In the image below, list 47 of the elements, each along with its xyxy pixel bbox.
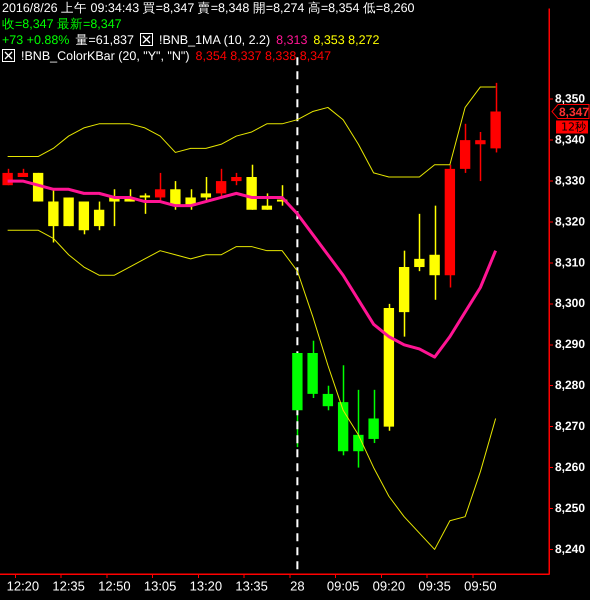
y-tick-label: 8,280 [555, 378, 586, 392]
annotation: 2016/8/26 上午 09:34:43 買=8,347 賣=8,348 開=8,274 高=8,354 低=8,260 [2, 1, 414, 15]
annotation: +73 +0.88% [2, 33, 70, 47]
y-tick-label: 8,260 [555, 460, 586, 474]
x-tick-label: 09:35 [418, 578, 451, 594]
candlestick [475, 131, 486, 182]
x-tick-label: 09:20 [372, 578, 406, 594]
annotation: 8,353 8,272 [313, 33, 380, 47]
x-tick-label: 09:05 [326, 578, 360, 594]
candlestick [368, 389, 379, 444]
candlestick [200, 176, 212, 202]
annotation: !BNB_ColorKBar (20, "Y", "N") [21, 49, 190, 63]
candlestick [231, 172, 242, 186]
x-tick-label: 13:35 [235, 578, 268, 594]
candlestick [216, 168, 226, 198]
x-tick-label: 12:50 [98, 578, 131, 594]
x-tick-label: 12:35 [52, 578, 85, 594]
y-tick-label: 8,310 [555, 255, 586, 270]
text: 12秒 [561, 120, 586, 134]
annotation: 8,354 8,337 8,338 8,347 [196, 49, 332, 63]
candlestick [414, 213, 425, 272]
y-tick-label: 8,300 [555, 296, 586, 310]
annotation: !BNB_1MA (10, 2.2) [158, 33, 270, 47]
annotation: 8,313 [276, 33, 308, 47]
candlestick [140, 192, 150, 215]
x-tick-label: 09:50 [464, 578, 497, 594]
candlestick [94, 200, 104, 231]
annotation: 收=8,347 最新=8,347 [2, 17, 122, 31]
candlestick [322, 384, 334, 412]
text: 8,347 [559, 104, 590, 119]
x-tick-label: 12:20 [6, 578, 40, 594]
y-tick-label: 8,350 [555, 92, 586, 106]
x-tick-label: 28 [290, 578, 305, 594]
y-tick-label: 8,320 [555, 214, 586, 228]
y-tick-label: 8,240 [555, 542, 586, 556]
y-tick-label: 8,330 [555, 173, 586, 188]
y-tick-label: 8,250 [555, 500, 586, 515]
candlestick [429, 204, 440, 301]
x-tick-label: 13:05 [144, 578, 176, 594]
candlestick [262, 192, 272, 210]
y-tick-label: 8,290 [555, 337, 586, 352]
candlestick [353, 389, 364, 468]
annotation: 量=61,837 [75, 33, 134, 47]
y-tick-label: 8,270 [555, 418, 586, 433]
y-tick-label: 8,340 [555, 132, 586, 146]
x-tick-label: 13:20 [190, 578, 222, 594]
candlestick [154, 172, 166, 202]
